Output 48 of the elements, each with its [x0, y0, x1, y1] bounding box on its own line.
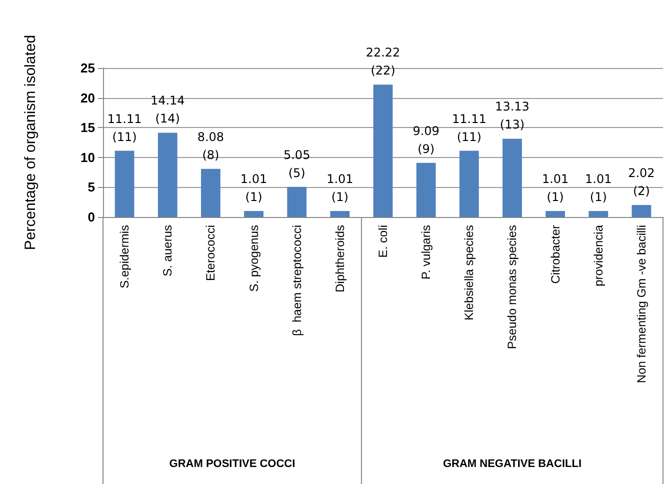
x-tick-label: Diphtheroids [332, 225, 347, 292]
bar [114, 150, 134, 217]
data-label: 2.02 (2) [628, 166, 655, 198]
bar [459, 150, 479, 217]
data-label: 8.08 (8) [197, 130, 224, 162]
x-tick-label: Pseudo monas species [505, 225, 520, 350]
x-tick-label: providencia [591, 224, 606, 286]
x-tick-label: E. coli [376, 225, 390, 258]
bar [244, 210, 264, 217]
data-label: 14.14 (14) [150, 94, 185, 126]
data-label: 11.11 (11) [107, 112, 142, 144]
data-label: 13.13 (13) [495, 100, 530, 132]
bar [502, 138, 522, 217]
y-tick-label: 15 [80, 120, 95, 136]
y-tick-label: 0 [88, 210, 95, 224]
x-tick-label: Klebsiella species [462, 225, 476, 320]
y-tick-label: 10 [80, 150, 95, 165]
bar [546, 210, 565, 217]
y-tick-label: 5 [88, 180, 95, 195]
x-tick-label: β haem streptococci [290, 225, 304, 336]
text: GRAM NEGATIVE BACILLI [442, 458, 582, 470]
bar [632, 204, 652, 217]
x-tick-label: Citrobacter [548, 224, 562, 284]
bar [287, 186, 307, 217]
x-tick-label: S. auerus [160, 225, 175, 276]
x-tick-label: S. pyogenus [246, 225, 261, 292]
y-tick-label: 25 [80, 60, 95, 76]
bar [416, 162, 436, 217]
x-tick-label: Non fermenting Gm -ve bacilli [634, 225, 648, 384]
data-label: 1.01 (1) [542, 172, 569, 204]
bar [330, 210, 350, 217]
bar [588, 210, 608, 217]
x-tick-label: Eterococci [204, 225, 218, 282]
data-label: 1.01 (1) [240, 172, 268, 204]
y-tick-label: 20 [80, 90, 95, 106]
data-label: 1.01 (1) [326, 172, 354, 204]
data-label: 11.11 (11) [452, 112, 486, 144]
bar [158, 132, 178, 217]
x-tick-label: P. vulgaris [419, 225, 434, 280]
text: GRAM POSITIVE COCCI [169, 458, 296, 470]
data-label: 1.01 (1) [585, 172, 612, 204]
bar [201, 168, 220, 217]
data-label: 5.05 (5) [283, 148, 310, 180]
data-label: 9.09 (9) [412, 124, 440, 156]
bar [373, 84, 393, 217]
x-tick-label: S.epidermis [118, 225, 132, 288]
y-axis-title: Percentage of organism isolated [22, 34, 39, 250]
data-label: 22.22 (22) [366, 46, 400, 78]
